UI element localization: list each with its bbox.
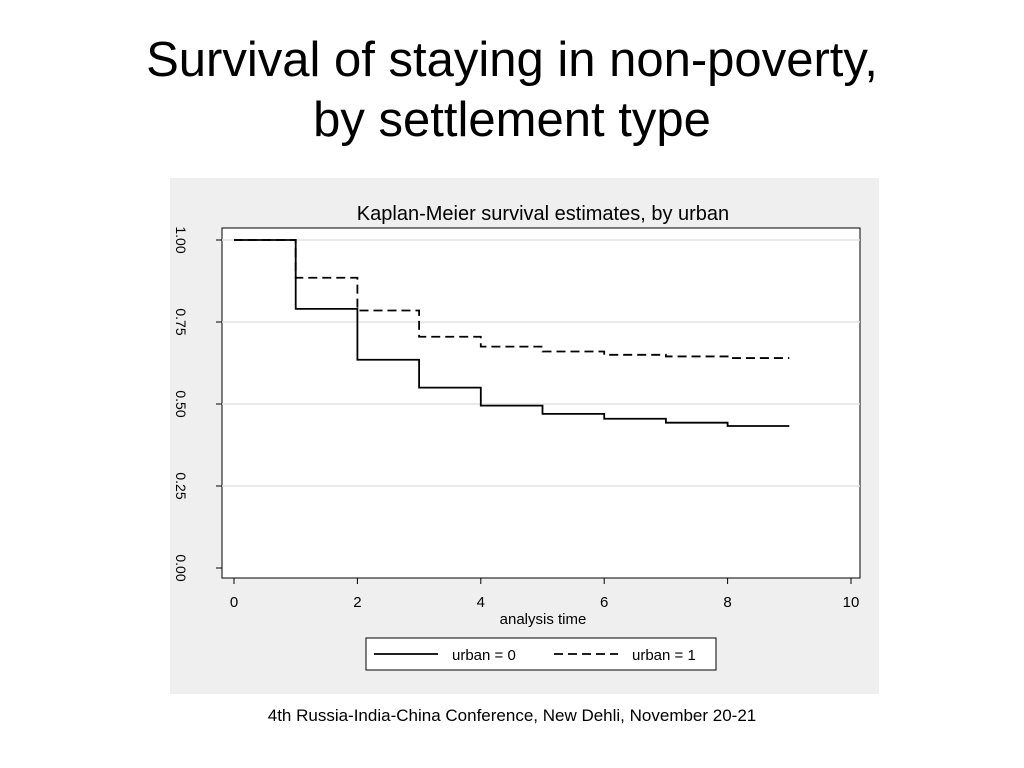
y-tick-label: 0.50	[173, 390, 189, 417]
y-tick-label: 0.25	[173, 472, 189, 499]
series-line-2	[234, 239, 790, 359]
legend-label-1: urban = 0	[452, 647, 516, 664]
y-tick-label: 0.00	[173, 554, 189, 581]
legend-label-2: urban = 1	[632, 647, 696, 664]
slide-title-line-1: Survival of staying in non-poverty,	[146, 33, 878, 87]
x-axis-label: analysis time	[500, 611, 587, 628]
slide-title-line-2: by settlement type	[313, 93, 711, 147]
x-tick-label: 8	[723, 594, 731, 611]
x-tick-label: 6	[600, 594, 608, 611]
x-tick-label: 2	[353, 594, 361, 611]
x-tick-label: 0	[230, 594, 238, 611]
x-tick-label: 10	[843, 594, 860, 611]
slide-footer: 4th Russia-India-China Conference, New D…	[267, 706, 757, 725]
y-tick-label: 1.00	[173, 226, 189, 253]
x-tick-label: 4	[477, 594, 485, 611]
chart-figure: Kaplan-Meier survival estimates, by urba…	[170, 178, 879, 694]
series-line-1	[234, 239, 790, 427]
y-tick-label: 0.75	[173, 308, 189, 335]
km-chart: Kaplan-Meier survival estimates, by urba…	[173, 203, 861, 671]
plot-area	[221, 227, 861, 579]
chart-title: Kaplan-Meier survival estimates, by urba…	[357, 203, 729, 225]
slide-title: Survival of staying in non-poverty, by s…	[0, 30, 1024, 150]
